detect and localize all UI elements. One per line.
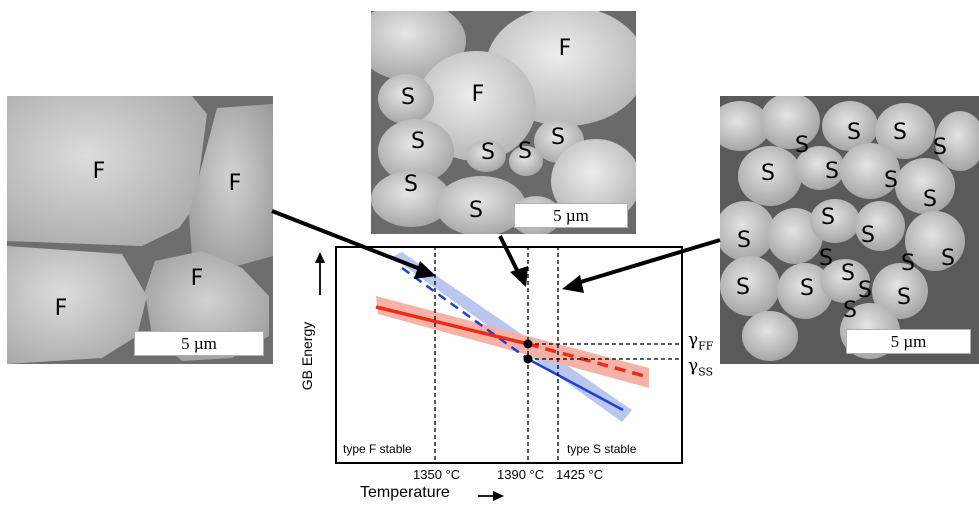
grain-label-middle-s1: S: [401, 85, 415, 110]
gamma-ss-subscript: SS: [698, 365, 714, 379]
grain-label-right-12: S: [901, 251, 915, 276]
arrow-middle-to-diagram: [498, 235, 522, 277]
micrograph-left: F F F F 5 µm: [7, 96, 273, 364]
x-axis-arrow-head: [493, 491, 504, 501]
grain: [872, 263, 928, 319]
grain: [742, 311, 798, 361]
grain: [795, 146, 845, 190]
grain-label-left-3: F: [190, 266, 204, 291]
grain-label-right-10: S: [861, 223, 875, 248]
x-axis-label: Temperature: [360, 484, 450, 501]
grain: [895, 158, 955, 214]
grain-label-right-7: S: [884, 168, 898, 193]
grain-label-right-19: S: [897, 285, 911, 310]
grain: [720, 101, 770, 151]
grain-label-right-9: S: [821, 205, 835, 230]
grain: [777, 263, 833, 319]
arrow-right-to-diagram: [573, 238, 721, 286]
x-tick-1425: 1425 °C: [556, 467, 604, 482]
grain: [822, 101, 878, 151]
gamma-ff-subscript: FF: [698, 339, 714, 353]
scale-bar-left: 5 µm: [134, 331, 264, 356]
grain-label-right-16: S: [800, 276, 814, 301]
grain: [875, 103, 935, 159]
grain-label-middle-f2: F: [471, 82, 485, 107]
x-tick-1390: 1390 °C: [497, 467, 545, 482]
micrograph-middle-image: [371, 11, 636, 234]
grain-label-right-13: S: [941, 246, 955, 271]
point-gamma-ff: [523, 339, 533, 349]
micrograph-right-image: [720, 96, 979, 364]
grain: [840, 143, 900, 199]
arrow-left-to-diagram: [271, 209, 429, 274]
grain-label-right-15: S: [736, 275, 750, 300]
grain-label-right-2: S: [893, 120, 907, 145]
grain-label-left-2: F: [228, 171, 242, 196]
gamma-ss-symbol: γ: [688, 356, 699, 376]
region-left-label: type F stable: [343, 442, 412, 456]
micrograph-middle: F F S S S S S S S 5 µm: [371, 11, 636, 234]
grain-label-middle-s2: S: [411, 129, 425, 154]
grain: [855, 201, 905, 251]
type-f-line-dashed: [401, 266, 529, 361]
gamma-ss-label: γSS: [688, 356, 713, 378]
grain-label-middle-s5: S: [551, 125, 565, 150]
scale-bar-middle: 5 µm: [514, 203, 628, 228]
gamma-ff-label: γFF: [688, 330, 713, 352]
grain: [760, 96, 820, 149]
y-axis-arrow-head: [315, 252, 325, 263]
point-gamma-ss: [523, 354, 533, 364]
grain-label-right-6: S: [825, 159, 839, 184]
grain-label-right-8: S: [923, 187, 937, 212]
type-s-line-solid: [375, 305, 529, 346]
grain-label-middle-s7: S: [469, 198, 483, 223]
grain-label-right-17: S: [841, 261, 855, 286]
grain-label-middle-f1: F: [558, 36, 572, 61]
grain-label-right-20: S: [843, 298, 857, 323]
energy-diagram: type F stable type S stable: [335, 246, 683, 464]
grain: [720, 256, 780, 316]
micrograph-left-image: [7, 96, 273, 364]
arrow-right-head: [562, 275, 584, 293]
grain-label-right-14: S: [819, 246, 833, 271]
x-tick-1350: 1350 °C: [413, 467, 461, 482]
diagram-frame: [335, 246, 683, 464]
grain: [905, 211, 965, 271]
grain-label-right-3: S: [933, 135, 947, 160]
grain-label-right-4: S: [795, 133, 809, 158]
energy-diagram-plot: [335, 246, 683, 464]
arrow-middle-head: [510, 266, 528, 287]
grain: [810, 199, 860, 243]
arrow-left-head: [414, 261, 436, 279]
type-f-line-solid: [527, 357, 624, 412]
type-s-line-dashed: [527, 342, 649, 379]
grain-label-right-11: S: [737, 228, 751, 253]
grain-label-right-5: S: [761, 161, 775, 186]
grain-label-left-1: F: [92, 159, 106, 184]
grain: [935, 111, 979, 171]
region-right-label: type S stable: [567, 442, 637, 456]
grain-label-left-4: F: [54, 296, 68, 321]
scale-bar-right: 5 µm: [846, 329, 971, 354]
grain-label-middle-s3: S: [481, 140, 495, 165]
grain-label-right-1: S: [847, 120, 861, 145]
grain: [720, 201, 775, 261]
grain-label-middle-s4: S: [518, 139, 532, 164]
grain: [738, 146, 802, 206]
grain: [767, 208, 823, 264]
grain: [820, 259, 870, 303]
gamma-ff-symbol: γ: [688, 330, 699, 350]
grain-label-middle-s6: S: [404, 172, 418, 197]
grain-label-right-18: S: [858, 278, 872, 303]
